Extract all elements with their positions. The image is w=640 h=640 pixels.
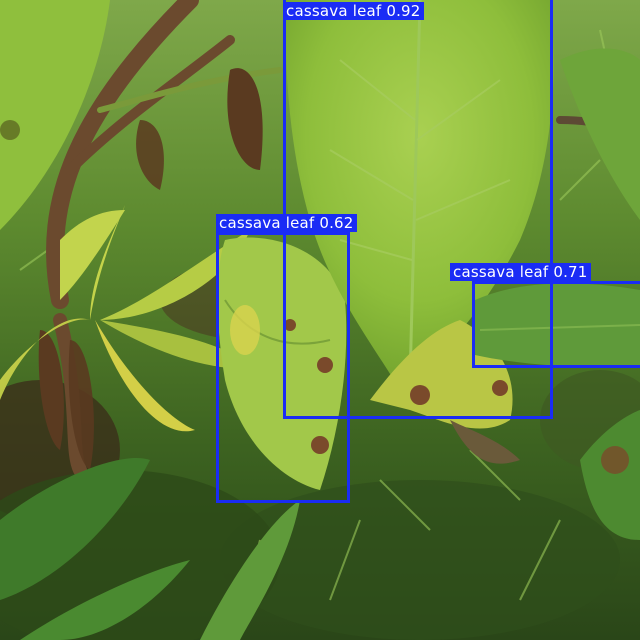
detection-box-2	[216, 232, 350, 503]
detection-box-3	[472, 281, 640, 368]
leaf-large-center	[285, 0, 554, 390]
detection-label-2: cassava leaf 0.62	[216, 214, 357, 232]
dry-leaves	[38, 68, 263, 470]
detection-label-1: cassava leaf 0.92	[283, 2, 424, 20]
palmate-leaflets	[0, 205, 260, 432]
leaf-right	[475, 283, 640, 367]
detection-box-1	[283, 0, 553, 419]
detection-label-3: cassava leaf 0.71	[450, 263, 591, 281]
leaf-top-left	[0, 0, 110, 230]
leaf-bottom-left	[0, 458, 150, 600]
leaf-middle	[217, 237, 347, 490]
